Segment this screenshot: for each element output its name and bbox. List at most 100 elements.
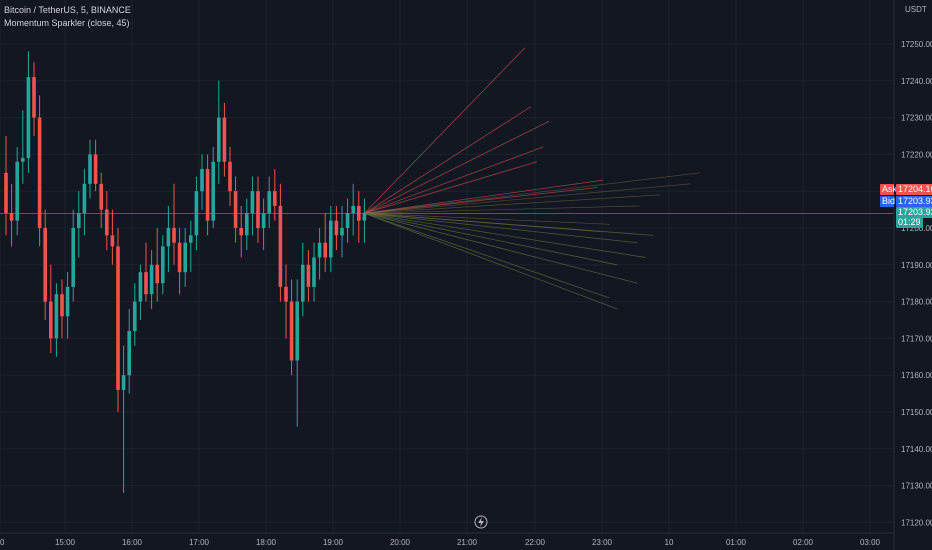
x-tick-label: 18:00: [256, 538, 277, 547]
x-tick-label: 22:00: [525, 538, 546, 547]
y-tick-label: 17240.00: [901, 77, 932, 86]
candle-body: [233, 191, 238, 228]
candle-body: [99, 183, 103, 210]
y-tick-label: 17130.00: [901, 482, 932, 491]
candle-body: [110, 235, 115, 247]
y-tick-label: 17160.00: [901, 371, 932, 380]
y-tick-label: 17200.00: [901, 224, 932, 233]
time-axis[interactable]: 00 15:00 16:00 17:00 18:00 19:00 20:00 21:00 22:…: [0, 538, 881, 547]
candle-body: [21, 158, 25, 162]
bid-price: 17203.93: [896, 196, 932, 207]
x-tick-label: 10: [665, 538, 674, 547]
y-tick-label: 17180.00: [901, 298, 932, 307]
candle-body: [340, 228, 344, 236]
candle-body: [54, 294, 59, 339]
candle-body: [357, 205, 361, 221]
y-tick-label: 17140.00: [901, 445, 932, 454]
candle-series: [4, 51, 367, 493]
sparkler-ray: [364, 205, 641, 214]
candle-body: [49, 301, 53, 339]
sparkler-ray-up: [364, 179, 604, 214]
grid-lines: [0, 0, 894, 533]
candle-body: [43, 228, 47, 302]
candle-body: [284, 286, 288, 302]
countdown-timer: 01:29: [896, 217, 923, 228]
candle-body: [183, 242, 187, 273]
candle-body: [217, 117, 221, 162]
candle-body: [189, 235, 193, 243]
lightning-icon[interactable]: [474, 515, 488, 529]
y-tick-label: 17220.00: [901, 150, 932, 159]
lightning-glyph: [478, 517, 484, 527]
candle-body: [306, 264, 311, 287]
sparkler-ray: [364, 183, 691, 214]
y-tick-label: 17150.00: [901, 408, 932, 417]
candle-body: [351, 205, 355, 214]
sparkler-ray-down: [364, 212, 646, 258]
sparkler-ray: [364, 212, 601, 233]
indicator-title[interactable]: Momentum Sparkler (close, 45): [4, 18, 130, 28]
candle-body: [317, 242, 322, 258]
sparkler-ray-up: [364, 47, 526, 214]
candle-body: [37, 117, 42, 228]
candle-body: [138, 272, 143, 302]
candle-body: [228, 161, 232, 192]
candle-body: [93, 154, 98, 184]
candle-body: [15, 161, 19, 221]
candle-body: [26, 77, 31, 159]
x-tick-label: 21:00: [457, 538, 478, 547]
candle-body: [329, 220, 333, 258]
x-tick-label: 19:00: [323, 538, 344, 547]
candle-body: [166, 228, 171, 247]
sparkler-ray: [364, 194, 661, 214]
x-tick-label: 00: [0, 538, 5, 547]
candle-body: [88, 154, 92, 184]
candle-body: [194, 191, 199, 236]
candle-body: [295, 301, 299, 361]
x-tick-label: 15:00: [55, 538, 76, 547]
candle-body: [245, 213, 249, 236]
x-tick-label: 17:00: [189, 538, 210, 547]
candle-body: [4, 172, 8, 214]
replay-button[interactable]: [474, 515, 488, 529]
candle-body: [105, 209, 109, 236]
candle-body: [149, 264, 154, 295]
candle-body: [205, 169, 210, 221]
candle-body: [161, 246, 165, 284]
candle-body: [65, 286, 70, 317]
x-tick-label: 23:00: [592, 538, 613, 547]
candle-body: [60, 294, 64, 317]
momentum-sparkler-fan: [364, 47, 701, 310]
ask-price: 17204.16: [896, 184, 932, 195]
candle-body: [32, 77, 36, 118]
candle-body: [200, 169, 204, 192]
candle-body: [273, 191, 277, 206]
candle-body: [256, 191, 260, 228]
candle-body: [239, 228, 243, 236]
candle-body: [9, 213, 14, 221]
candle-body: [267, 191, 271, 214]
sparkler-ray-down: [364, 212, 618, 266]
candle-body: [323, 242, 327, 258]
candle-body: [127, 331, 131, 376]
candle-body: [177, 242, 182, 273]
candle-body: [222, 117, 227, 162]
x-tick-label: 01:00: [726, 538, 747, 547]
sparkler-ray-up: [364, 146, 544, 214]
y-tick-label: 17170.00: [901, 334, 932, 343]
x-tick-label: 16:00: [122, 538, 143, 547]
candle-body: [82, 183, 87, 214]
sparkler-ray-up: [364, 161, 538, 214]
y-tick-label: 17120.00: [901, 518, 932, 527]
candle-body: [250, 191, 255, 214]
candle-body: [301, 264, 305, 302]
candle-body: [116, 246, 120, 390]
candle-body: [144, 272, 148, 295]
symbol-title[interactable]: Bitcoin / TetherUS, 5, BINANCE: [4, 5, 131, 15]
candle-body: [345, 213, 350, 228]
candle-body: [155, 264, 159, 284]
candle-body: [133, 301, 137, 332]
x-tick-label: 02:00: [793, 538, 814, 547]
candle-body: [289, 301, 294, 361]
